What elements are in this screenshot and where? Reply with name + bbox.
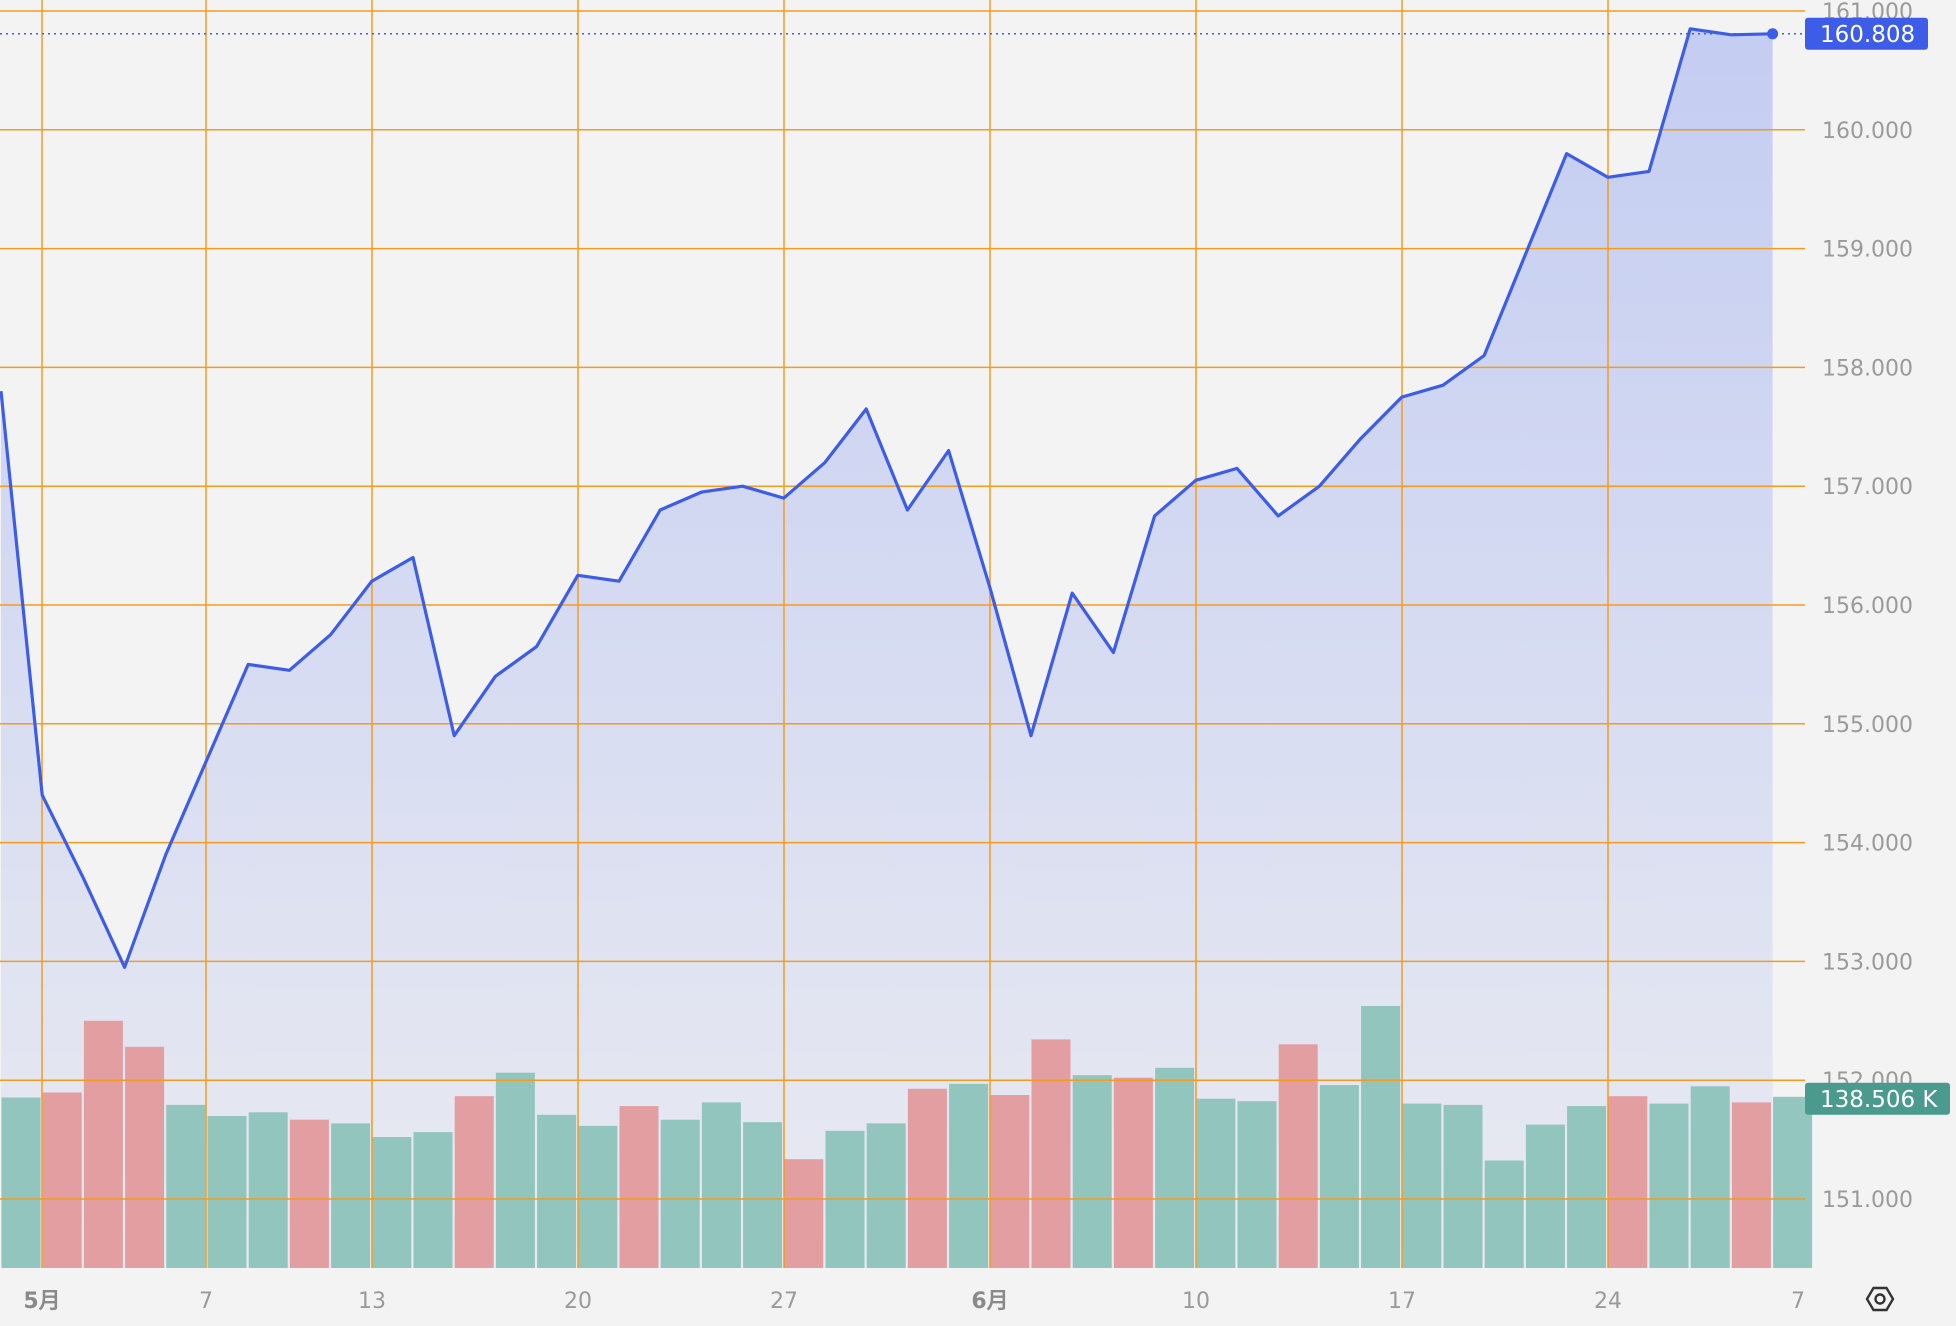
- volume-bar: [1278, 1044, 1318, 1268]
- price-line-path: [0, 27, 1773, 969]
- volume-bar: [1773, 1096, 1813, 1268]
- volume-bar: [83, 1020, 123, 1268]
- y-tick-label: 159.000: [1822, 238, 1913, 263]
- y-tick-label: 156.000: [1822, 594, 1913, 619]
- y-tick-label: 160.000: [1822, 119, 1913, 144]
- volume-bar: [866, 1123, 906, 1268]
- x-tick-label: 7: [199, 1289, 213, 1314]
- volume-bar: [1443, 1104, 1483, 1268]
- y-tick-label: 157.000: [1822, 475, 1913, 500]
- volume-bar: [495, 1072, 535, 1268]
- volume-bar: [166, 1104, 206, 1268]
- x-tick-label: 6月: [971, 1289, 1008, 1314]
- value-badges: 160.808 138.506 K: [1805, 17, 1950, 1115]
- volume-bar: [1567, 1106, 1607, 1268]
- volume-bar: [1402, 1103, 1442, 1268]
- volume-bar: [1155, 1067, 1195, 1268]
- x-axis: 5月 7 13 20 27 6月 10 17 24 7: [23, 1289, 1805, 1314]
- last-price-badge-text: 160.808: [1820, 22, 1915, 48]
- volume-bar: [207, 1116, 247, 1268]
- grid-lines: [0, 0, 1805, 1268]
- volume-bar: [372, 1137, 412, 1268]
- volume-bar: [42, 1092, 82, 1268]
- volume-bar: [289, 1119, 329, 1268]
- last-volume-badge: 138.506 K: [1805, 1082, 1950, 1115]
- y-tick-label: 151.000: [1822, 1188, 1913, 1213]
- volume-bar: [331, 1123, 371, 1268]
- price-line: [0, 27, 1805, 969]
- volume-bar: [743, 1122, 783, 1268]
- x-tick-label: 10: [1182, 1289, 1210, 1314]
- volume-bar: [1690, 1086, 1730, 1268]
- volume-bar: [990, 1095, 1030, 1268]
- volume-bar: [660, 1119, 700, 1268]
- volume-bar: [537, 1114, 577, 1268]
- volume-bar: [1113, 1077, 1153, 1268]
- last-volume-badge-text: 138.506 K: [1820, 1087, 1938, 1113]
- volume-bar: [125, 1046, 165, 1268]
- volume-bar: [1525, 1124, 1565, 1268]
- volume-bar: [949, 1083, 989, 1268]
- volume-bar: [701, 1102, 741, 1268]
- y-tick-label: 155.000: [1822, 713, 1913, 738]
- volume-bar: [1361, 1006, 1401, 1268]
- volume-bar: [1608, 1096, 1648, 1268]
- volume-bar: [248, 1112, 288, 1268]
- volume-bar: [1319, 1085, 1359, 1268]
- volume-bar: [1484, 1160, 1524, 1268]
- y-tick-label: 153.000: [1822, 950, 1913, 975]
- x-tick-label: 5月: [23, 1289, 60, 1314]
- last-price-badge: 160.808: [1805, 17, 1928, 50]
- volume-bar: [784, 1159, 824, 1268]
- x-tick-label: 13: [358, 1289, 386, 1314]
- volume-bar: [1649, 1103, 1689, 1268]
- x-tick-label: 20: [564, 1289, 592, 1314]
- x-tick-label: 7: [1791, 1289, 1805, 1314]
- price-area-fill: [1, 28, 1773, 1268]
- volume-bar: [1031, 1039, 1071, 1268]
- x-tick-label: 27: [770, 1289, 798, 1314]
- volume-bar: [578, 1125, 618, 1268]
- volume-bar: [1072, 1075, 1112, 1268]
- x-tick-label: 24: [1594, 1289, 1622, 1314]
- volume-bar: [413, 1132, 453, 1268]
- y-tick-label: 154.000: [1822, 832, 1913, 857]
- price-area: [1, 28, 1773, 1268]
- volume-bar: [1237, 1101, 1277, 1268]
- volume-bar: [1731, 1102, 1771, 1268]
- settings-icon[interactable]: [1865, 1286, 1895, 1312]
- volume-bar: [1196, 1098, 1236, 1268]
- y-axis: 161.000160.000159.000158.000157.000156.0…: [1822, 0, 1913, 1213]
- volume-bar: [907, 1088, 947, 1268]
- x-tick-label: 17: [1388, 1289, 1416, 1314]
- y-tick-label: 158.000: [1822, 356, 1913, 381]
- volume-bar: [619, 1106, 659, 1268]
- volume-bar: [1, 1097, 41, 1268]
- volume-bars: [1, 1006, 1813, 1268]
- volume-bar: [454, 1096, 494, 1268]
- last-price-marker: [1767, 28, 1779, 40]
